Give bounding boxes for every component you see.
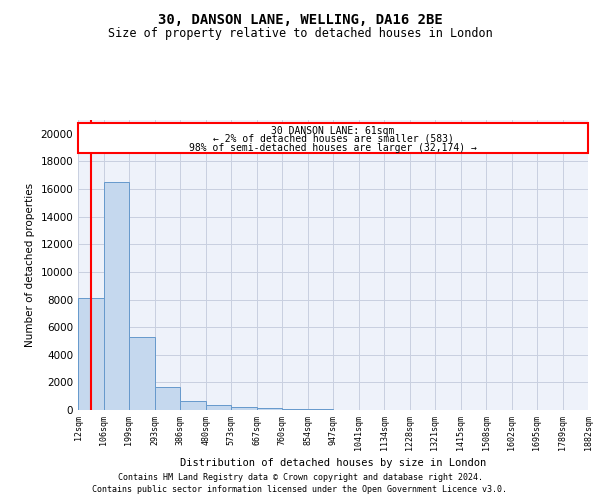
Bar [129,337,155,410]
Text: 98% of semi-detached houses are larger (32,174) →: 98% of semi-detached houses are larger (… [189,143,477,153]
Bar [180,401,206,410]
Text: 30 DANSON LANE: 61sqm: 30 DANSON LANE: 61sqm [271,126,395,136]
Text: 30, DANSON LANE, WELLING, DA16 2BE: 30, DANSON LANE, WELLING, DA16 2BE [158,12,442,26]
Bar [104,182,129,410]
Bar [78,298,104,410]
Text: ← 2% of detached houses are smaller (583): ← 2% of detached houses are smaller (583… [212,134,454,144]
Bar [282,409,308,410]
Bar [257,408,282,410]
Text: Contains HM Land Registry data © Crown copyright and database right 2024.: Contains HM Land Registry data © Crown c… [118,472,482,482]
Bar [231,406,257,410]
Text: Contains public sector information licensed under the Open Government Licence v3: Contains public sector information licen… [92,485,508,494]
Y-axis label: Number of detached properties: Number of detached properties [25,183,35,347]
Bar [155,386,180,410]
Bar [206,405,231,410]
Bar [78,123,588,153]
Text: Size of property relative to detached houses in London: Size of property relative to detached ho… [107,28,493,40]
X-axis label: Distribution of detached houses by size in London: Distribution of detached houses by size … [180,458,486,468]
